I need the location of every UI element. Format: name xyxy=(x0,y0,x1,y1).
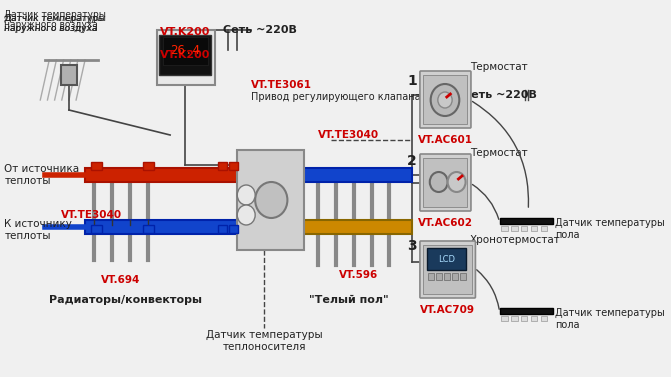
Bar xyxy=(300,220,412,234)
Text: 3: 3 xyxy=(407,239,417,253)
Circle shape xyxy=(255,182,287,218)
Bar xyxy=(229,225,238,233)
Bar xyxy=(436,273,442,280)
Bar xyxy=(501,316,508,321)
Bar xyxy=(444,273,450,280)
Text: Термостат: Термостат xyxy=(470,148,527,158)
Circle shape xyxy=(429,172,448,192)
Text: Датчик температуры
теплоносителя: Датчик температуры теплоносителя xyxy=(206,330,323,352)
FancyBboxPatch shape xyxy=(420,71,471,128)
Text: Термостат: Термостат xyxy=(470,62,527,72)
Bar xyxy=(91,162,102,170)
Bar xyxy=(531,226,537,231)
Bar xyxy=(143,162,154,170)
Bar xyxy=(85,168,238,182)
Text: Датчик температуры
пола: Датчик температуры пола xyxy=(555,308,665,329)
Text: VT.AC709: VT.AC709 xyxy=(420,305,475,315)
Text: VT.TE3061: VT.TE3061 xyxy=(251,80,312,90)
Circle shape xyxy=(238,185,255,205)
Text: Хронотермостат: Хронотермостат xyxy=(470,235,561,245)
Text: К источнику
теплоты: К источнику теплоты xyxy=(5,219,72,241)
Bar xyxy=(423,245,472,294)
Text: VT.694: VT.694 xyxy=(101,275,140,285)
Text: Сеть ~220В: Сеть ~220В xyxy=(223,25,297,35)
Circle shape xyxy=(431,84,460,116)
Text: VT.AC602: VT.AC602 xyxy=(417,218,472,228)
Bar xyxy=(157,30,215,85)
Bar xyxy=(427,248,466,270)
Bar xyxy=(229,162,238,170)
Circle shape xyxy=(238,205,255,225)
Text: 26.4: 26.4 xyxy=(170,44,201,58)
Circle shape xyxy=(437,92,452,108)
Text: От источника
теплоты: От источника теплоты xyxy=(5,164,80,186)
Text: VT.K200: VT.K200 xyxy=(160,27,211,37)
Bar xyxy=(91,225,102,233)
Bar xyxy=(500,308,554,314)
Bar xyxy=(217,225,227,233)
Bar xyxy=(500,218,554,224)
Circle shape xyxy=(448,172,466,192)
Text: LCD: LCD xyxy=(438,254,456,264)
Bar xyxy=(501,226,508,231)
Bar xyxy=(521,316,527,321)
Text: Радиаторы/конвекторы: Радиаторы/конвекторы xyxy=(49,295,202,305)
Bar xyxy=(541,316,547,321)
FancyBboxPatch shape xyxy=(420,241,476,298)
Bar xyxy=(511,316,517,321)
Bar xyxy=(300,168,412,182)
Bar xyxy=(511,226,517,231)
Text: Датчик температуры
наружного воздуха: Датчик температуры наружного воздуха xyxy=(5,10,106,29)
Bar xyxy=(163,37,208,65)
Text: Привод регулирующего клапана: Привод регулирующего клапана xyxy=(251,92,420,102)
Bar xyxy=(423,158,468,207)
Text: Сеть ~220В: Сеть ~220В xyxy=(464,90,537,100)
Bar xyxy=(541,226,547,231)
Bar xyxy=(452,273,458,280)
Text: VT.TE3040: VT.TE3040 xyxy=(61,210,122,220)
FancyBboxPatch shape xyxy=(420,154,471,211)
Bar xyxy=(531,316,537,321)
Text: 2: 2 xyxy=(407,154,417,168)
Bar xyxy=(217,162,227,170)
Text: Датчик температуры
наружного воздуха: Датчик температуры наружного воздуха xyxy=(5,14,105,34)
Bar xyxy=(428,273,434,280)
Bar xyxy=(423,75,468,124)
Text: VT.AC601: VT.AC601 xyxy=(417,135,472,145)
Text: VT.596: VT.596 xyxy=(338,270,378,280)
Bar xyxy=(61,65,77,85)
Bar xyxy=(460,273,466,280)
Bar xyxy=(238,150,305,250)
Text: VT.K200: VT.K200 xyxy=(160,50,211,60)
Text: "Телый пол": "Телый пол" xyxy=(309,295,389,305)
Bar xyxy=(521,226,527,231)
Text: 1: 1 xyxy=(407,74,417,88)
Text: Датчик температуры
наружного воздуха: Датчик температуры наружного воздуха xyxy=(5,14,106,34)
Text: Датчик температуры
пола: Датчик температуры пола xyxy=(555,218,665,240)
Bar xyxy=(160,35,211,75)
Bar xyxy=(143,225,154,233)
Text: VT.TE3040: VT.TE3040 xyxy=(318,130,379,140)
Bar xyxy=(85,220,238,234)
